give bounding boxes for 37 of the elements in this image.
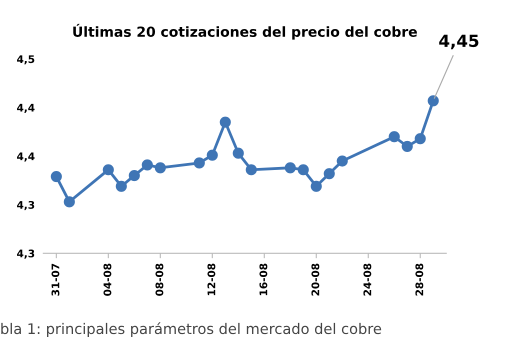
y-tick-label: 4,5 xyxy=(17,55,34,64)
point xyxy=(206,150,218,161)
point xyxy=(388,131,400,142)
point xyxy=(402,140,413,152)
point xyxy=(128,170,140,182)
y-tick-label: 4,4 xyxy=(17,104,35,114)
point xyxy=(194,157,205,169)
y-tick-label: 4,3 xyxy=(17,200,34,210)
point xyxy=(284,162,296,174)
point xyxy=(220,116,231,128)
point xyxy=(232,148,244,159)
x-tick-label: 08-08 xyxy=(155,264,164,296)
point xyxy=(64,196,75,208)
x-tick-label: 16-08 xyxy=(259,264,268,296)
x-tick-label: 20-08 xyxy=(311,264,320,296)
x-tick-label: 12-08 xyxy=(207,264,216,296)
x-tick-label: 04-08 xyxy=(103,264,112,296)
x-tick-label: 24-08 xyxy=(363,264,372,296)
point xyxy=(428,95,439,106)
point xyxy=(414,133,426,144)
point xyxy=(116,180,127,192)
point xyxy=(298,164,309,176)
y-tick-label: 4,4 xyxy=(17,152,35,162)
point xyxy=(142,159,153,170)
text: bla 1: principales parámetros del mercado del cobre xyxy=(1,322,382,337)
point xyxy=(310,180,322,192)
annotation: 4,45 xyxy=(439,34,478,50)
point xyxy=(246,164,257,176)
x-tick-label: 31-07 xyxy=(51,264,60,296)
y-tick-label: 4,3 xyxy=(17,250,34,259)
point xyxy=(154,162,166,174)
point xyxy=(50,171,62,182)
point xyxy=(324,168,335,180)
point xyxy=(336,155,348,167)
x-tick-label: 28-08 xyxy=(415,264,424,296)
point xyxy=(102,164,114,176)
chart-title: Últimas 20 cotizaciones del precio del cobre xyxy=(73,24,417,40)
